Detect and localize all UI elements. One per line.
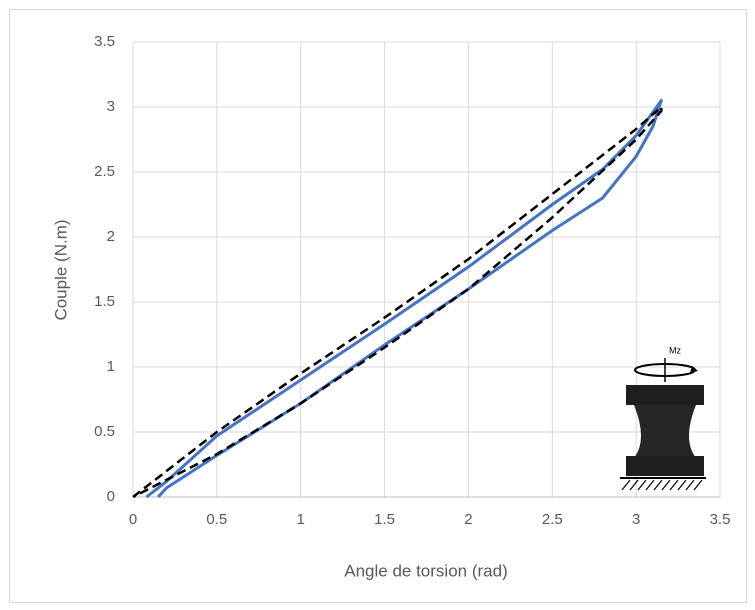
x-tick-label: 1 [297, 511, 305, 528]
series-line [132, 105, 663, 499]
y-tick-label: 1 [107, 358, 115, 375]
y-tick-label: 3 [107, 98, 115, 115]
sample-top [626, 385, 704, 405]
x-tick-label: 1.5 [374, 511, 395, 528]
y-tick-label: 2 [107, 228, 115, 245]
ground-hatch [621, 479, 703, 491]
y-tick-label: 1.5 [94, 293, 115, 310]
y-tick-label: 0.5 [94, 423, 115, 440]
x-tick-label: 2 [464, 511, 472, 528]
x-tick-label: 0.5 [206, 511, 227, 528]
arrow-head [690, 366, 698, 373]
inset-illustration: Mz [620, 345, 706, 491]
y-tick-label: 0 [107, 488, 115, 505]
y-tick-label: 2.5 [94, 163, 115, 180]
x-tick-label: 3.5 [710, 511, 731, 528]
x-tick-label: 3 [632, 511, 640, 528]
y-axis-title: Couple (N.m) [51, 219, 70, 320]
x-tick-label: 0 [129, 511, 137, 528]
plot [132, 99, 663, 499]
moment-label: Mz [669, 345, 681, 355]
x-tick-label: 2.5 [542, 511, 563, 528]
y-tick-label: 3.5 [94, 33, 115, 50]
chart-frame [9, 9, 747, 603]
sample-bottom [626, 456, 704, 476]
sample-body [634, 405, 696, 458]
x-axis-title: Angle de torsion (rad) [344, 561, 507, 580]
